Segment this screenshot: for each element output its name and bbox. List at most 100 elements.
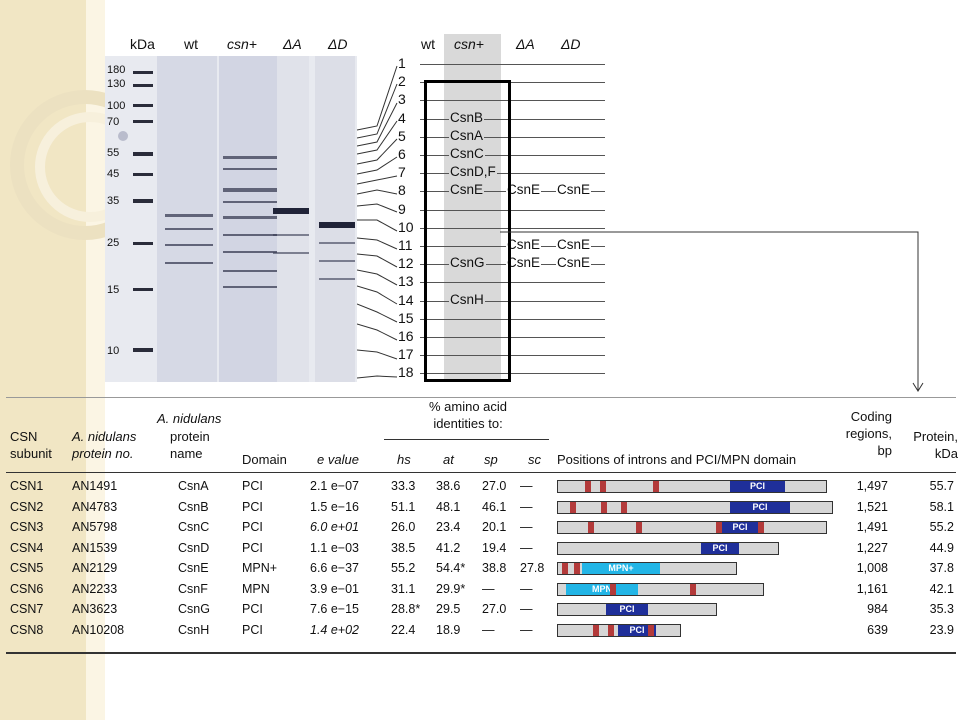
marker-10: 10 [107,345,120,357]
cell-subunit: CSN4 [10,540,44,555]
band-number: 1 [398,55,406,71]
cell-at: 29.5 [436,602,461,616]
cell-hs: 51.1 [391,499,416,514]
cell-domain: PCI [242,622,263,637]
cell-subunit: CSN6 [10,581,44,596]
intron-marker [570,501,576,513]
cell-sp: — [482,581,495,596]
cell-sp: — [482,622,495,637]
band-number: 17 [398,346,414,363]
band-protein-label: CsnD,F [449,164,497,180]
band-number: 2 [398,73,406,90]
cell-subunit: CSN5 [10,561,44,575]
cell-protein-name: CsnE [178,561,209,575]
csn-plus-selection-box [424,80,511,382]
cell-sc: — [520,581,533,596]
header-identity-group: % amino acid identities to: [428,399,508,431]
pci-domain-block: PCI [730,481,785,492]
band-protein-label: CsnH [449,291,485,307]
cell-protein-name: CsnC [178,520,210,534]
band-number: 6 [398,146,406,162]
band-guide-line [420,173,605,175]
map-lane-wt: wt [421,36,435,52]
band-number: 11 [398,237,413,253]
cell-domain: MPN [242,581,270,596]
csn-plus-highlight-column [444,34,501,382]
cell-evalue: 6.0 e+01 [310,520,360,534]
gel-band-connectors [357,65,398,379]
band-number: 13 [398,273,414,290]
cell-sp: 19.4 [482,540,507,555]
intron-marker [585,481,591,492]
cell-coding-bp: 1,227 [856,540,888,555]
cell-sc: — [520,520,533,534]
cell-protein-no: AN2129 [72,561,118,575]
cell-hs: 55.2 [391,561,416,575]
gene-structure-bar: PCI [557,623,681,637]
identity-group-rule [384,439,549,440]
cell-evalue: 6.6 e−37 [310,561,360,575]
intron-marker [690,583,696,595]
sds-page-gel-image [105,56,357,382]
marker-35: 35 [107,195,120,207]
mpn-domain-block: MPN [566,583,638,595]
cell-coding-bp: 1,491 [856,520,888,534]
intron-marker [608,624,614,636]
cell-protein-kda: 44.9 [929,540,954,555]
cell-sc: — [520,540,533,555]
cell-coding-bp: 1,008 [856,561,888,575]
marker-45: 45 [107,168,120,180]
cell-protein-no: AN1539 [72,540,118,555]
gene-structure-bar: PCI [557,480,827,493]
cell-subunit: CSN1 [10,479,44,493]
cell-protein-kda: 37.8 [929,561,954,575]
header-domain: Domain [242,452,287,467]
cell-protein-name: CsnF [178,581,208,596]
band-guide-line [420,337,605,338]
gene-structure-bar: PCI [557,500,833,514]
band-number: 12 [398,255,414,272]
band-number: 10 [398,218,414,235]
gel-lane-wt: wt [184,36,198,52]
marker-100: 100 [107,100,126,112]
map-lane-delta-d: ΔD [561,36,581,52]
band-number: 4 [398,109,406,126]
cell-protein-no: AN4783 [72,499,118,514]
band-number: 18 [398,364,414,381]
band-guide-line [420,155,605,156]
kda-label: kDa [130,36,155,52]
cell-sp: 27.0 [482,479,507,493]
marker-70: 70 [107,116,120,128]
header-coding-regions: Coding regions, bp [845,409,892,458]
pci-domain-block: PCI [701,542,739,554]
cell-protein-name: CsnD [178,540,210,555]
header-protein-name-b: protein name [170,429,210,461]
cell-domain: PCI [242,540,263,555]
cell-domain: PCI [242,602,263,616]
cell-sc: 27.8 [520,561,545,575]
header-sp: sp [484,452,498,467]
cell-sc: — [520,499,533,514]
cell-domain: PCI [242,520,263,534]
band-protein-label: CsnE [506,255,542,271]
cell-coding-bp: 1,161 [856,581,888,596]
cell-protein-no: AN2233 [72,581,118,596]
cell-at: 48.1 [436,499,461,514]
cell-coding-bp: 1,497 [856,479,888,493]
cell-coding-bp: 1,521 [856,499,888,514]
cell-protein-name: CsnB [178,499,209,514]
cell-domain: MPN+ [242,561,278,575]
band-number: 15 [398,309,414,326]
cell-subunit: CSN8 [10,622,44,637]
cell-protein-kda: 55.7 [929,479,954,493]
map-lane-csn-plus: csn+ [454,36,484,52]
band-number: 9 [398,200,406,217]
cell-sp: 20.1 [482,520,507,534]
cell-at: 54.4* [436,561,466,575]
cell-at: 18.9 [436,622,461,637]
band-protein-label: CsnC [449,146,485,161]
cell-sc: — [520,622,533,637]
table-bottom-rule [6,652,956,654]
cell-hs: 38.5 [391,540,416,555]
table-top-rule [6,397,956,398]
